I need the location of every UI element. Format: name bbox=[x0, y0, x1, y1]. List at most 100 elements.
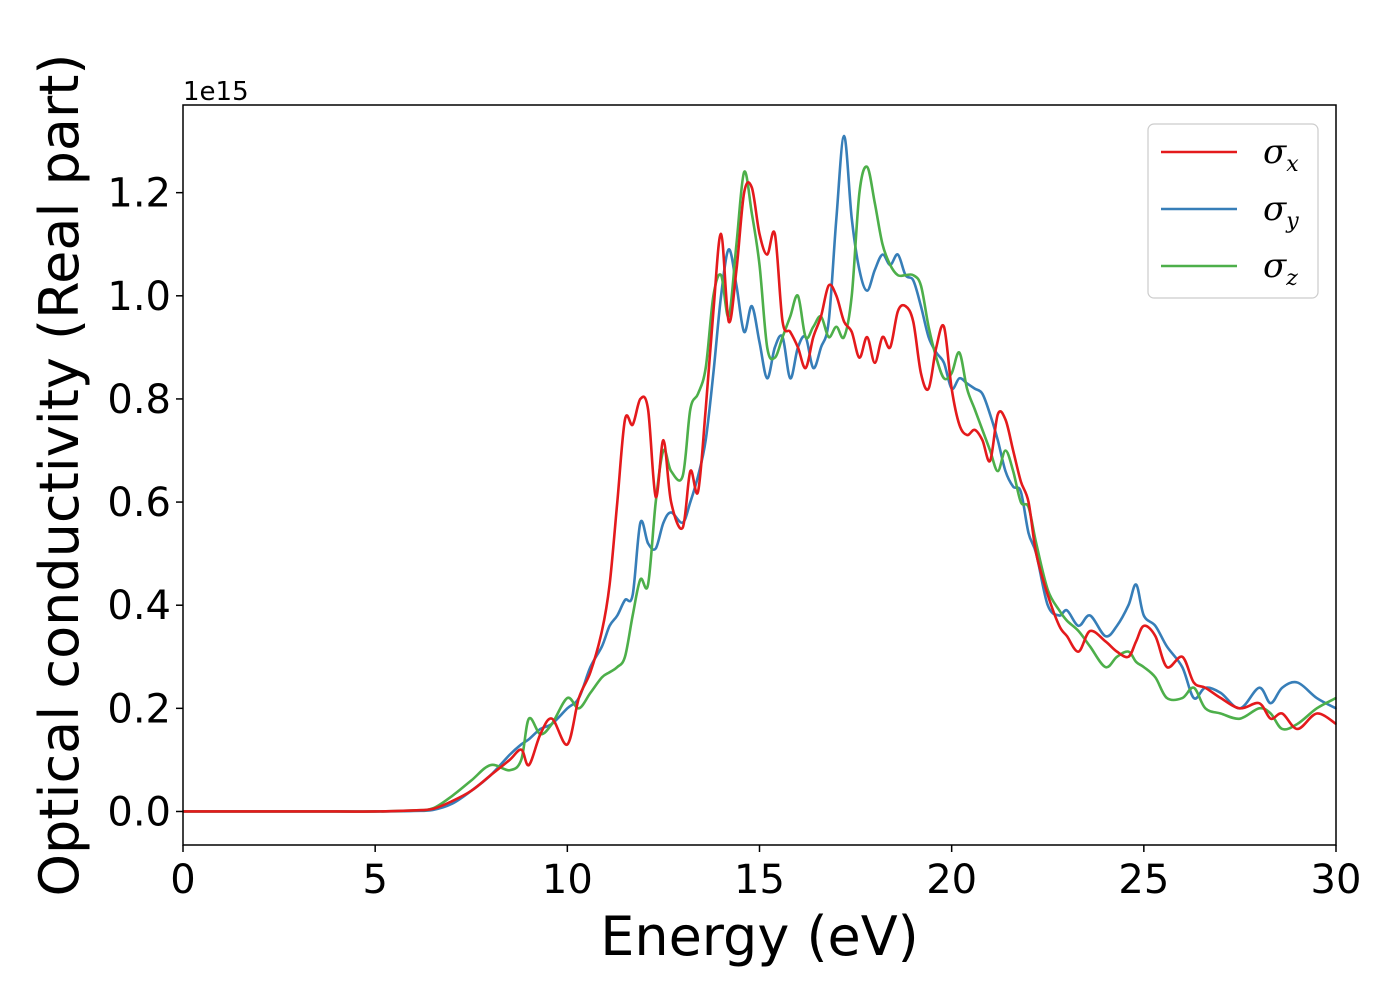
data-point bbox=[1035, 552, 1038, 555]
x-tick-label: 5 bbox=[362, 857, 387, 903]
data-point bbox=[712, 372, 715, 374]
legend-symbol: σ bbox=[1263, 132, 1287, 172]
data-point bbox=[827, 320, 830, 323]
data-point bbox=[950, 372, 953, 374]
data-point bbox=[1143, 625, 1145, 627]
data-point bbox=[1027, 532, 1030, 534]
data-point bbox=[758, 264, 761, 266]
data-point bbox=[1258, 707, 1260, 710]
data-point bbox=[566, 743, 569, 746]
data-point bbox=[470, 790, 473, 792]
data-point bbox=[451, 800, 453, 802]
data-point bbox=[727, 248, 730, 251]
data-point bbox=[654, 501, 657, 503]
data-point bbox=[616, 614, 619, 617]
data-point bbox=[508, 769, 511, 772]
data-point bbox=[1058, 609, 1061, 612]
data-point bbox=[528, 738, 530, 741]
legend-symbol: σ bbox=[1263, 246, 1287, 286]
data-point bbox=[835, 217, 838, 220]
data-point bbox=[781, 320, 784, 323]
data-point bbox=[1066, 619, 1068, 622]
data-point bbox=[973, 408, 976, 411]
y-axis-title: Optical conductivity (Real part) bbox=[28, 54, 91, 897]
data-point bbox=[812, 367, 815, 369]
data-point bbox=[958, 351, 961, 354]
data-point bbox=[935, 346, 938, 349]
data-point bbox=[827, 336, 830, 338]
data-point bbox=[927, 336, 930, 338]
data-point bbox=[789, 315, 792, 318]
data-point bbox=[520, 748, 523, 751]
data-point bbox=[578, 697, 580, 699]
data-point bbox=[1127, 655, 1130, 658]
legend-symbol: σ bbox=[1263, 189, 1287, 229]
data-point bbox=[1127, 650, 1130, 653]
data-point bbox=[374, 810, 376, 813]
data-point bbox=[608, 583, 611, 586]
data-point bbox=[866, 336, 868, 338]
data-point bbox=[1219, 692, 1222, 694]
data-point bbox=[601, 630, 603, 632]
data-point bbox=[539, 733, 542, 735]
data-point bbox=[874, 202, 876, 204]
legend-label-y: σy bbox=[1263, 189, 1299, 234]
data-point bbox=[912, 320, 915, 323]
data-point bbox=[1219, 712, 1222, 715]
data-point bbox=[1181, 666, 1184, 668]
data-point bbox=[508, 759, 511, 761]
data-point bbox=[1258, 702, 1260, 704]
data-point bbox=[704, 439, 707, 441]
data-point bbox=[820, 346, 822, 349]
data-point bbox=[966, 434, 968, 436]
data-point bbox=[670, 501, 672, 503]
data-point bbox=[1135, 583, 1137, 586]
data-point bbox=[996, 413, 999, 416]
data-point bbox=[1116, 625, 1118, 627]
data-point bbox=[1154, 676, 1157, 679]
data-point bbox=[712, 310, 715, 313]
data-point bbox=[874, 362, 876, 364]
data-point bbox=[989, 413, 991, 416]
data-point bbox=[751, 186, 753, 189]
data-point bbox=[897, 310, 899, 313]
data-point bbox=[1066, 635, 1068, 637]
data-point bbox=[850, 331, 853, 333]
data-point bbox=[1116, 655, 1118, 658]
data-point bbox=[608, 625, 611, 627]
data-point bbox=[1012, 470, 1014, 472]
data-point bbox=[1193, 697, 1195, 699]
data-point bbox=[996, 439, 999, 441]
data-point bbox=[662, 521, 665, 524]
data-point bbox=[927, 325, 930, 328]
legend-subscript: x bbox=[1286, 152, 1299, 177]
data-point bbox=[1012, 485, 1014, 488]
data-point bbox=[789, 331, 792, 333]
x-axis-title: Energy (eV) bbox=[600, 905, 919, 968]
data-point bbox=[766, 377, 768, 380]
data-point bbox=[624, 655, 626, 658]
data-point bbox=[881, 243, 884, 246]
legend-subscript: z bbox=[1285, 266, 1298, 291]
data-point bbox=[1077, 650, 1080, 653]
data-point bbox=[981, 392, 984, 395]
data-point bbox=[973, 429, 976, 431]
data-point bbox=[1046, 594, 1049, 596]
data-point bbox=[912, 274, 915, 276]
legend-box bbox=[1147, 123, 1319, 299]
data-point bbox=[820, 315, 822, 318]
data-point bbox=[601, 676, 603, 679]
data-point bbox=[889, 264, 891, 266]
data-point bbox=[1193, 681, 1195, 684]
x-tick-label: 10 bbox=[542, 857, 593, 903]
x-tick-label: 25 bbox=[1118, 857, 1169, 903]
data-point bbox=[639, 521, 642, 524]
data-point bbox=[973, 387, 976, 390]
data-point bbox=[412, 809, 415, 812]
data-point bbox=[958, 377, 961, 380]
data-point bbox=[850, 217, 853, 220]
data-point bbox=[1077, 630, 1080, 632]
data-point bbox=[881, 253, 884, 256]
data-point bbox=[804, 367, 807, 369]
